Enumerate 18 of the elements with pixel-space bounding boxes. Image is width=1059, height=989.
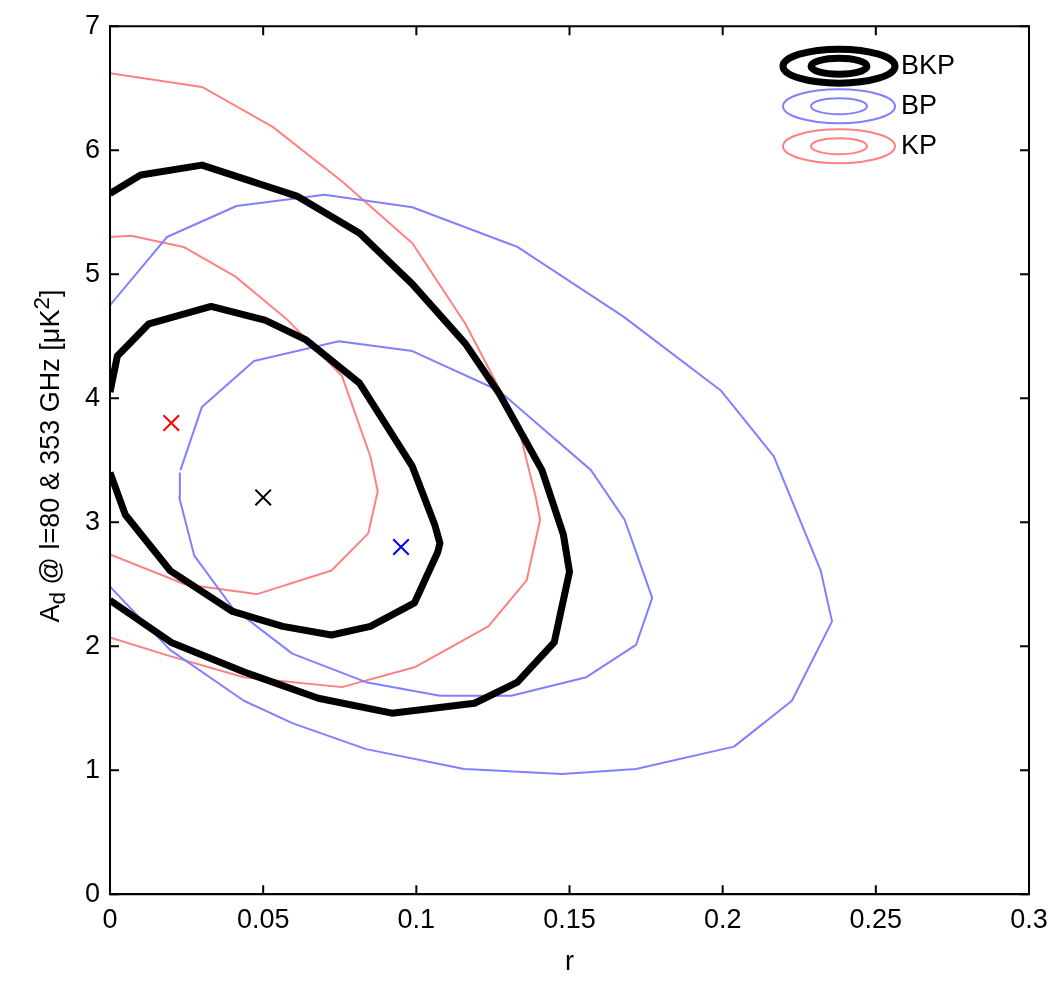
legend-label: BKP bbox=[901, 49, 956, 80]
legend-label: KP bbox=[901, 129, 938, 160]
y-tick-label: 5 bbox=[84, 257, 101, 288]
x-tick-label: 0.2 bbox=[703, 903, 742, 934]
x-axis-title: r bbox=[565, 946, 575, 977]
y-tick-label: 3 bbox=[84, 505, 101, 536]
y-tick-label: 2 bbox=[84, 629, 101, 660]
y-tick-label: 7 bbox=[84, 9, 101, 40]
y-tick-label: 0 bbox=[84, 877, 101, 908]
y-tick-label: 4 bbox=[84, 381, 101, 412]
x-tick-label: 0.25 bbox=[849, 903, 903, 934]
y-tick-label: 1 bbox=[84, 753, 101, 784]
x-tick-label: 0.15 bbox=[543, 903, 596, 934]
x-tick-label: 0.1 bbox=[397, 903, 436, 934]
y-tick-label: 6 bbox=[84, 133, 101, 164]
x-tick-label: 0.3 bbox=[1010, 903, 1048, 934]
legend-label: BP bbox=[901, 89, 938, 120]
x-tick-label: 0.05 bbox=[236, 903, 290, 934]
